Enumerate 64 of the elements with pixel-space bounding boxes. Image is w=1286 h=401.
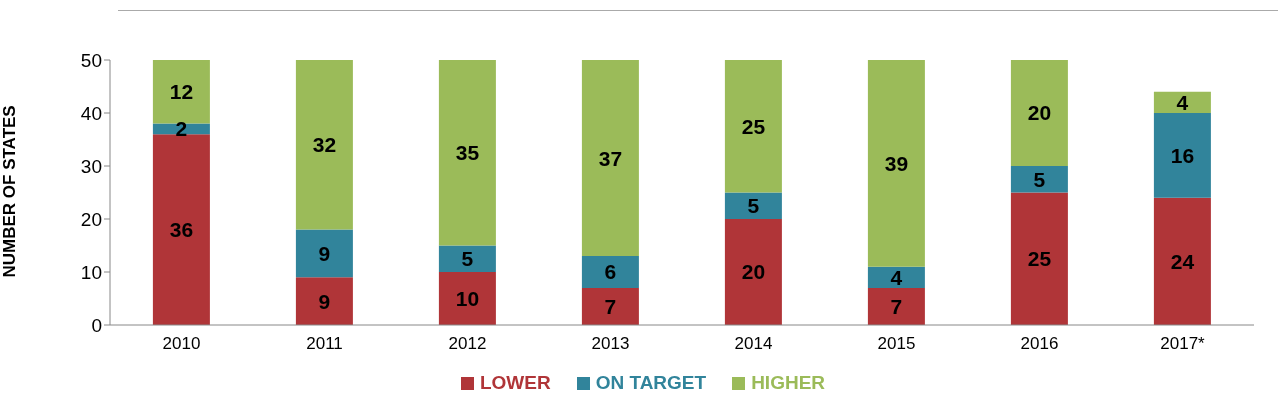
bar	[581, 287, 639, 325]
data-label: 5	[1033, 167, 1046, 191]
data-label: 16	[1170, 143, 1195, 167]
bar	[1153, 91, 1211, 113]
data-label: 10	[455, 286, 480, 310]
x-tick-label: 2014	[734, 334, 773, 354]
data-label: 35	[455, 141, 480, 165]
data-label: 6	[604, 260, 617, 284]
bar	[438, 245, 496, 272]
data-label: 4	[1176, 90, 1189, 114]
bar	[867, 266, 925, 288]
data-label: 36	[169, 218, 194, 242]
x-tick-label: 2017*	[1160, 334, 1206, 354]
bar	[152, 60, 210, 124]
y-tick-label: 0	[91, 314, 102, 336]
bar	[152, 134, 210, 325]
data-label: 5	[461, 247, 474, 271]
bar	[724, 60, 782, 193]
bar	[724, 192, 782, 219]
bar	[581, 256, 639, 288]
legend-label: LOWER	[479, 372, 551, 394]
data-label: 4	[890, 265, 903, 289]
data-label: 5	[747, 194, 760, 218]
bar	[438, 272, 496, 325]
y-tick-label: 10	[80, 261, 102, 283]
legend-label: HIGHER	[751, 372, 826, 394]
bar	[1153, 197, 1211, 325]
x-tick-label: 2012	[448, 334, 487, 354]
data-label: 9	[318, 289, 331, 313]
bar	[1153, 113, 1211, 198]
data-label: 39	[884, 151, 909, 175]
y-tick-label: 20	[80, 208, 102, 230]
x-tick-label: 2010	[162, 334, 201, 354]
bar	[295, 277, 353, 325]
bar	[1010, 60, 1068, 166]
bar	[295, 60, 353, 230]
bar	[581, 60, 639, 257]
x-tick-label: 2011	[306, 334, 343, 354]
bar	[1010, 192, 1068, 325]
data-label: 12	[169, 80, 194, 104]
bar	[438, 60, 496, 246]
x-tick-label: 2013	[591, 334, 630, 354]
data-label: 32	[312, 133, 337, 157]
data-label: 7	[890, 294, 903, 318]
data-label: 37	[598, 146, 623, 170]
data-label: 20	[1027, 101, 1052, 125]
x-tick-label: 2015	[877, 334, 916, 354]
bar	[724, 219, 782, 325]
y-tick-label: 40	[80, 102, 102, 124]
bar	[295, 229, 353, 278]
legend-label: ON TARGET	[595, 372, 707, 394]
bar	[1010, 166, 1068, 193]
data-label: 7	[604, 294, 617, 318]
y-tick-label: 30	[80, 155, 102, 177]
data-label: 24	[1170, 249, 1195, 273]
bar	[867, 287, 925, 325]
data-label: 20	[741, 260, 766, 284]
data-label: 25	[1027, 247, 1052, 271]
bar	[867, 60, 925, 267]
y-axis-title: NUMBER OF STATES	[0, 105, 20, 278]
y-tick-label: 50	[80, 49, 102, 71]
data-label: 25	[741, 114, 766, 138]
x-tick-label: 2016	[1020, 334, 1059, 354]
data-label: 9	[318, 241, 331, 265]
